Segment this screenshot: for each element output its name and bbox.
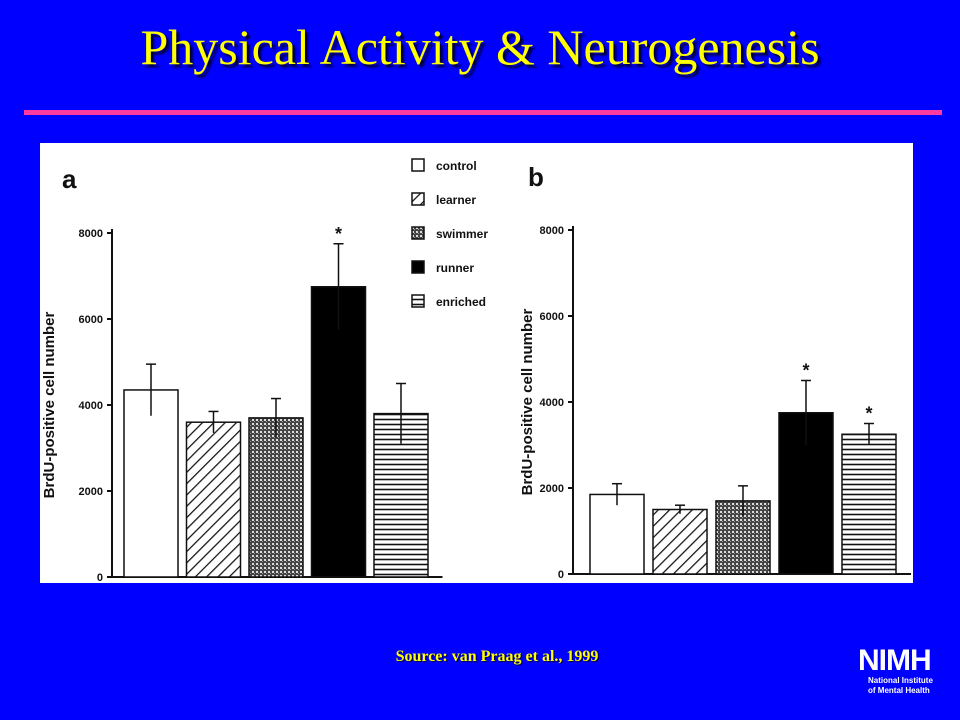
legend-swatch-control [411, 158, 425, 172]
significance-mark: * [335, 224, 342, 244]
y-tick-label: 0 [97, 572, 103, 583]
panel-label: b [528, 162, 544, 192]
bar-runner [310, 286, 367, 578]
logo-line-1: National Institute [868, 676, 933, 685]
legend-label-swimmer: swimmer [436, 227, 488, 241]
bar-swimmer [248, 417, 304, 578]
legend-label-runner: runner [436, 261, 474, 275]
chart-panel-b: b BrdU-positive cell number 0 2000 4000 6000 8… [519, 162, 911, 581]
nimh-logo: NIMH National Institute of Mental Health [858, 646, 938, 706]
y-tick-label: 0 [558, 569, 564, 581]
y-axis-label: BrdU-positive cell number [41, 311, 58, 498]
significance-mark: * [865, 404, 872, 424]
y-tick-label: 6000 [79, 314, 103, 326]
title-rule [24, 110, 942, 115]
legend-label-enriched: enriched [436, 295, 486, 309]
y-tick-label: 4000 [79, 400, 103, 412]
y-axis-label: BrdU-positive cell number [519, 308, 536, 495]
bar-control [589, 493, 645, 575]
y-tick-label: 8000 [540, 225, 564, 237]
legend-label-learner: learner [436, 193, 476, 207]
panel-label: a [62, 164, 77, 194]
legend-swatch-learner [411, 192, 425, 206]
source-citation: Source: van Praag et al., 1999 [395, 648, 599, 665]
bar-enriched [841, 433, 897, 575]
legend-swatch-enriched [411, 294, 425, 308]
bar-learner [185, 421, 242, 578]
y-tick-label: 2000 [79, 486, 103, 498]
y-tick-label: 6000 [540, 311, 564, 323]
y-tick-label: 4000 [540, 397, 564, 409]
y-tick-label: 8000 [79, 228, 103, 240]
slide-title: Physical Activity & Neurogenesis [140, 19, 820, 75]
logo-line-2: of Mental Health [868, 686, 930, 695]
significance-mark: * [802, 361, 809, 381]
logo-mark: NIMH [858, 644, 932, 677]
figure-panel: a BrdU-positive cell number 0 2000 4000 6000 8… [40, 143, 913, 583]
chart-panel-a: a BrdU-positive cell number 0 2000 4000 6000 8… [41, 164, 443, 583]
bar-learner [652, 508, 708, 575]
y-tick-label: 2000 [540, 483, 564, 495]
figure-chart: a BrdU-positive cell number 0 2000 4000 6000 8… [41, 158, 911, 583]
bar-control [123, 389, 179, 578]
legend-swatch-swimmer [411, 226, 425, 240]
legend: control learner swimmer runner enriched [411, 158, 488, 309]
legend-label-control: control [436, 159, 477, 173]
legend-swatch-runner [411, 260, 425, 274]
